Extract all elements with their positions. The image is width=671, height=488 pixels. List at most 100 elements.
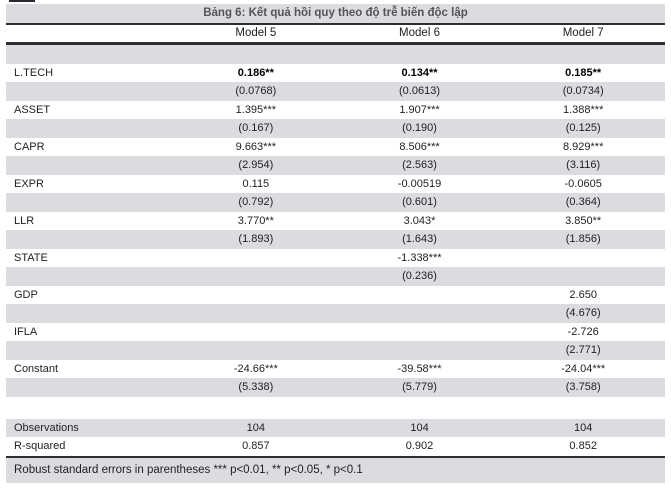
table-row: IFLA -2.726 <box>6 322 665 342</box>
row-label <box>6 230 174 249</box>
table-row: EXPR 0.115 -0.00519 -0.0605 <box>6 174 665 193</box>
row-label: L.TECH <box>14 66 54 79</box>
cell-model-6: 8.506*** <box>399 140 440 153</box>
row-label: EXPR <box>14 177 44 190</box>
cell-model-6 <box>338 45 502 64</box>
row-label <box>6 341 174 360</box>
table-header-row: Model 5 Model 6 Model 7 <box>6 25 665 42</box>
cell-model-7: (1.856) <box>565 233 601 245</box>
cell-model-7: -24.04*** <box>561 362 606 375</box>
cell-model-6: 1.907*** <box>399 103 440 116</box>
cell-model-7: 0.852 <box>569 440 597 452</box>
cell-model-7: (2.771) <box>565 344 601 356</box>
cell-model-7: 0.185** <box>565 66 602 79</box>
cell-model-5 <box>174 304 338 323</box>
table-body: L.TECH 0.186** 0.134** 0.185** (0.0768) … <box>6 45 665 456</box>
cell-model-5: 0.857 <box>242 440 270 452</box>
cell-model-7: (0.364) <box>565 196 601 208</box>
cell-model-7: (0.125) <box>565 122 601 134</box>
row-label: GDP <box>14 288 38 301</box>
cell-model-6: (5.779) <box>402 381 437 393</box>
cell-model-5 <box>174 341 338 360</box>
cell-model-6: (0.190) <box>402 122 437 134</box>
cell-model-6: (0.601) <box>402 196 437 208</box>
row-label <box>6 397 174 419</box>
cell-model-6: 0.134** <box>401 66 438 79</box>
cell-model-6: 3.043* <box>403 214 436 227</box>
cell-model-6: (0.0613) <box>399 85 440 97</box>
divider-above-footnote <box>6 455 665 458</box>
cell-model-5: 0.186** <box>237 66 274 79</box>
table-row: L.TECH 0.186** 0.134** 0.185** <box>6 63 665 82</box>
cell-model-7: 3.850** <box>565 214 602 227</box>
cell-model-5 <box>174 249 338 268</box>
cell-model-6 <box>338 341 502 360</box>
cell-model-6: 0.902 <box>405 440 434 452</box>
table-row: R-squared 0.857 0.902 0.852 <box>6 437 665 456</box>
cell-model-5 <box>174 286 338 305</box>
cell-model-7: (3.758) <box>565 381 601 393</box>
row-label <box>6 45 174 64</box>
regression-results-table: Bảng 6: Kết quả hồi quy theo độ trễ biến… <box>6 4 665 483</box>
cell-model-7: 8.929*** <box>562 140 604 153</box>
cell-model-7 <box>501 45 665 64</box>
cell-model-6: (0.236) <box>402 270 437 282</box>
row-label <box>6 156 174 175</box>
cell-model-5: 3.770** <box>237 214 274 227</box>
cell-model-6: -1.338*** <box>397 251 442 264</box>
table-row: STATE -1.338*** <box>6 248 665 268</box>
table-row: (2.954) (2.563) (3.116) <box>6 156 665 175</box>
cell-model-6 <box>338 323 502 342</box>
cell-model-6 <box>338 286 502 305</box>
row-label: STATE <box>14 251 48 264</box>
cell-model-7 <box>501 249 665 268</box>
cell-model-5: (0.167) <box>238 122 274 134</box>
table-row: (2.771) <box>6 341 665 360</box>
cell-model-5 <box>174 267 338 286</box>
cell-model-6: (2.563) <box>402 159 437 171</box>
divider-under-title <box>6 23 665 25</box>
cell-model-7: 1.388*** <box>562 103 604 116</box>
table-row <box>6 45 665 64</box>
row-label: ASSET <box>14 103 51 116</box>
table-row: (0.236) <box>6 267 665 286</box>
row-label <box>6 119 174 138</box>
row-label <box>6 193 174 212</box>
table-row: ASSET 1.395*** 1.907*** 1.388*** <box>6 100 665 119</box>
row-label: Observations <box>14 421 79 434</box>
cell-model-6 <box>338 397 502 419</box>
cell-model-5: -24.66*** <box>233 362 278 375</box>
table-row: (0.0768) (0.0613) (0.0734) <box>6 82 665 101</box>
table-row: CAPR 9.663*** 8.506*** 8.929*** <box>6 137 665 156</box>
cell-model-5: 1.395*** <box>235 103 277 116</box>
row-label: IFLA <box>14 325 38 338</box>
cell-model-7: 104 <box>574 421 593 434</box>
table-row: (0.792) (0.601) (0.364) <box>6 193 665 212</box>
table-row: LLR 3.770** 3.043* 3.850** <box>6 211 665 230</box>
column-header-model-6: Model 6 <box>399 27 440 39</box>
table-footnote-bar: Robust standard errors in parentheses **… <box>6 457 665 483</box>
table-footnote: Robust standard errors in parentheses **… <box>14 463 363 476</box>
crop-artifact-mark <box>9 0 35 2</box>
cell-model-6: -39.58*** <box>397 362 442 375</box>
cell-model-5: (2.954) <box>238 159 274 171</box>
table-row: Observations 104 104 104 <box>6 418 665 437</box>
table-title-bar: Bảng 6: Kết quả hồi quy theo độ trễ biến… <box>6 4 665 23</box>
cell-model-5: 9.663*** <box>235 140 277 153</box>
row-label: Constant <box>14 362 59 375</box>
table-row: Constant -24.66*** -39.58*** -24.04*** <box>6 359 665 378</box>
divider-under-header <box>6 42 665 45</box>
table-row: (1.893) (1.643) (1.856) <box>6 230 665 249</box>
cell-model-6: 104 <box>410 421 429 434</box>
table-row: (5.338) (5.779) (3.758) <box>6 378 665 397</box>
cell-model-7: (3.116) <box>566 159 601 171</box>
header-label-cell <box>6 25 174 42</box>
column-header-model-7: Model 7 <box>562 27 604 39</box>
table-row: (4.676) <box>6 304 665 323</box>
cell-model-5 <box>174 397 338 419</box>
row-label <box>6 82 174 101</box>
table-row: GDP 2.650 <box>6 285 665 305</box>
row-label: R-squared <box>14 440 66 452</box>
row-label <box>6 304 174 323</box>
